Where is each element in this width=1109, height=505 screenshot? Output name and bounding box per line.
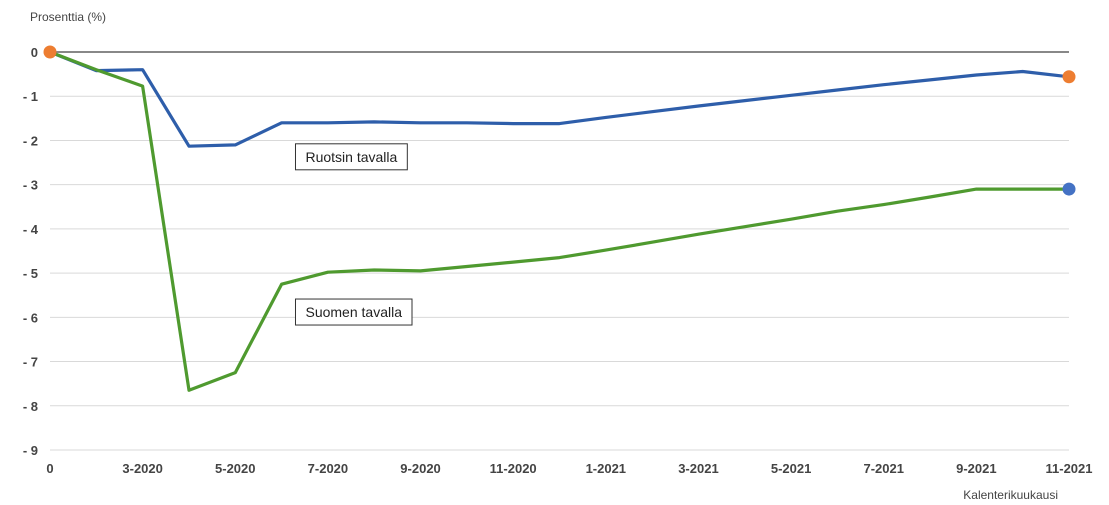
annotation-box xyxy=(294,298,413,326)
y-tick-label: - 6 xyxy=(23,310,38,325)
x-tick-label: 9-2021 xyxy=(956,461,996,476)
series-line-1 xyxy=(48,50,1071,148)
annotation-text: Suomen tavalla xyxy=(305,304,402,320)
y-axis-title: Prosenttia (%) xyxy=(30,10,106,24)
x-tick-label: 3-2020 xyxy=(122,461,162,476)
gridlines xyxy=(50,51,1069,451)
series-lines xyxy=(48,50,1071,392)
y-tick-label: - 9 xyxy=(23,443,38,458)
y-tick-label: 0 xyxy=(31,45,38,60)
y-tick-label: - 1 xyxy=(23,89,38,104)
x-axis-title: Kalenterikuukausi xyxy=(963,488,1058,502)
y-tick-label: - 3 xyxy=(23,178,38,193)
x-tick-label: 11-2021 xyxy=(1046,461,1093,476)
x-tick-label: 9-2020 xyxy=(400,461,440,476)
x-tick-label: 5-2020 xyxy=(215,461,255,476)
endpoint-marker xyxy=(1062,70,1076,84)
endpoint-markers xyxy=(43,45,1076,196)
annotations: Ruotsin tavalla Suomen tavalla xyxy=(294,143,413,326)
x-tick-label: 11-2020 xyxy=(490,461,537,476)
endpoint-marker xyxy=(43,45,57,59)
x-tick-label: 0 xyxy=(46,461,53,476)
x-tick-label: 3-2021 xyxy=(678,461,718,476)
x-tick-label: 1-2021 xyxy=(586,461,626,476)
x-tick-label: 7-2020 xyxy=(308,461,348,476)
y-tick-label: - 5 xyxy=(23,266,38,281)
series-line-2 xyxy=(48,50,1071,392)
y-tick-label: - 7 xyxy=(23,355,38,370)
annotation-label: Ruotsin tavalla xyxy=(294,143,408,171)
y-tick-label: - 4 xyxy=(23,222,39,237)
x-tick-label: 5-2021 xyxy=(771,461,811,476)
annotation-box xyxy=(294,143,408,171)
y-tick-label: - 2 xyxy=(23,133,38,148)
annotation-text: Ruotsin tavalla xyxy=(305,149,397,165)
annotation-label: Suomen tavalla xyxy=(294,298,413,326)
y-tick-labels: 0 - 1 - 2 - 3 - 4 - 5 - 6 - 7 - 8 - 9 xyxy=(23,45,39,458)
endpoint-marker xyxy=(1062,182,1076,196)
x-tick-labels: 0 3-2020 5-2020 7-2020 9-2020 11-2020 1-2021 3-… xyxy=(46,461,1092,476)
y-tick-label: - 8 xyxy=(23,399,38,414)
x-tick-label: 7-2021 xyxy=(863,461,903,476)
